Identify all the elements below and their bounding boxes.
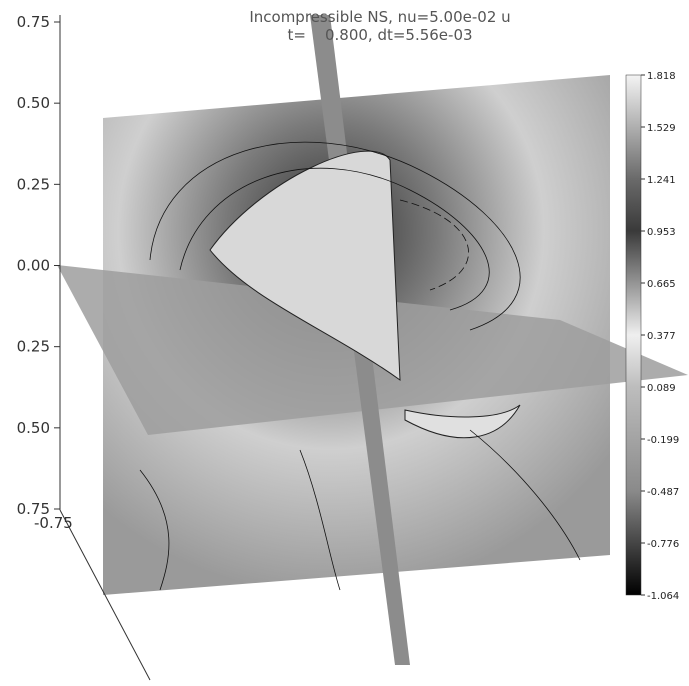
title: Incompressible NS, nu=5.00e-02 u — [249, 8, 510, 26]
depth-axis-label: -0.75 — [34, 514, 73, 532]
subtitle: t= 0.800, dt=5.56e-03 — [287, 26, 472, 44]
colorbar-label: -1.064 — [647, 591, 679, 602]
colorbar-label: 0.377 — [647, 331, 676, 342]
axis-label: 0.50 — [17, 419, 50, 437]
axis-label: 0.25 — [17, 175, 50, 193]
render — [57, 15, 688, 665]
colorbar — [626, 75, 641, 595]
colorbar-label: 1.529 — [647, 123, 676, 134]
colorbar-label: 0.953 — [647, 227, 676, 238]
colorbar-label: 0.665 — [647, 279, 676, 290]
figure: 0.750.500.250.000.250.500.75 -0.75 Incom… — [0, 0, 689, 686]
colorbar-label: 1.241 — [647, 175, 676, 186]
axis-label: 0.75 — [17, 13, 50, 31]
axis-label: 0.50 — [17, 94, 50, 112]
colorbar-label: -0.199 — [647, 435, 679, 446]
axis-label: 0.25 — [17, 338, 50, 356]
colorbar-label: -0.487 — [647, 487, 679, 498]
axis-label: 0.00 — [17, 257, 50, 275]
colorbar-label: 1.818 — [647, 71, 676, 82]
colorbar-label: -0.776 — [647, 539, 679, 550]
colorbar-label: 0.089 — [647, 383, 676, 394]
